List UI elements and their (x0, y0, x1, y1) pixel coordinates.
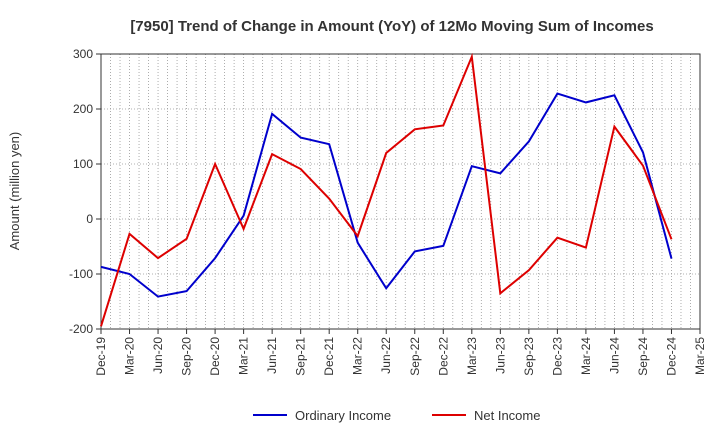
x-tick-label: Jun-21 (265, 337, 279, 374)
series (100, 52, 673, 327)
x-tick-label: Jun-23 (493, 337, 507, 374)
x-tick-label: Dec-24 (664, 337, 678, 376)
net-income-line (100, 52, 673, 327)
x-tick-label: Jun-24 (607, 337, 621, 374)
x-tick-label: Mar-20 (123, 337, 137, 375)
x-tick-label: Dec-22 (436, 337, 450, 376)
x-tick-label: Sep-20 (180, 337, 194, 376)
y-tick-label: 0 (86, 212, 93, 226)
x-tick-label: Mar-25 (693, 337, 707, 375)
ordinary-income-line (100, 92, 673, 298)
axes: -200 -100 0 100 200 300 Dec-19 Mar-20 Jun-20 Sep-… (69, 47, 707, 376)
y-tick-label: -100 (69, 267, 93, 281)
x-tick-label: Dec-20 (208, 337, 222, 376)
x-tick-label: Mar-21 (237, 337, 251, 375)
x-tick-label: Dec-23 (550, 337, 564, 376)
y-axis-label: Amount (million yen) (7, 132, 22, 251)
y-tick-label: 200 (73, 102, 93, 116)
y-tick-label: 300 (73, 47, 93, 61)
x-tick-label: Mar-22 (351, 337, 365, 375)
y-tick-label: 100 (73, 157, 93, 171)
x-tick-label: Jun-20 (151, 337, 165, 374)
x-tick-label: Sep-24 (636, 337, 650, 376)
legend: Ordinary Income Net Income (253, 408, 540, 423)
chart-title: [7950] Trend of Change in Amount (YoY) o… (130, 18, 653, 35)
ordinary-income-legend-label: Ordinary Income (295, 408, 391, 423)
x-tick-label: Sep-23 (522, 337, 536, 376)
x-tick-label: Mar-23 (465, 337, 479, 375)
x-tick-label: Jun-22 (379, 337, 393, 374)
y-tick-label: -200 (69, 322, 93, 336)
grid (100, 53, 701, 330)
x-tick-label: Dec-21 (322, 337, 336, 376)
net-income-legend-label: Net Income (474, 408, 540, 423)
x-tick-label: Dec-19 (94, 337, 108, 376)
x-tick-label: Sep-22 (408, 337, 422, 376)
plot-frame (100, 53, 701, 330)
x-tick-label: Mar-24 (579, 337, 593, 375)
x-tick-label: Sep-21 (294, 337, 308, 376)
